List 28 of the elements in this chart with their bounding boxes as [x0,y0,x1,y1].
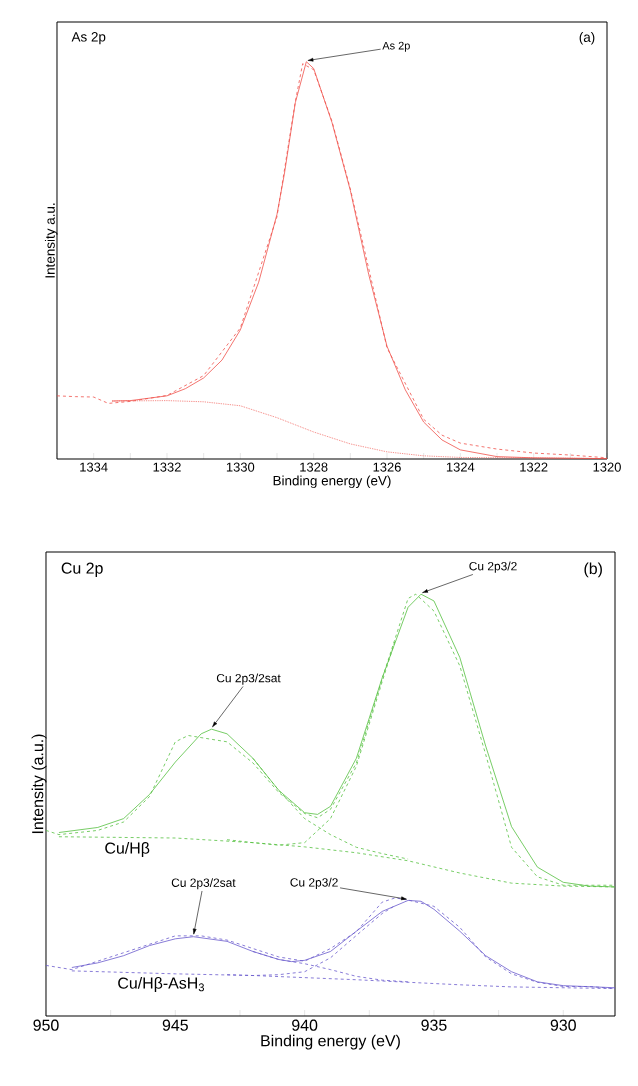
x-axis-title: Binding energy (eV) [261,1034,400,1050]
x-tick-label: 1324 [446,462,475,472]
annotation: As 2p [382,41,410,52]
x-tick-label: 945 [162,1019,188,1031]
y-axis-title: Intensity (a.u.) [31,734,47,834]
x-tick-label: 1330 [226,462,255,472]
x-tick-label: 1322 [520,462,548,472]
annotation: Cu 2p3/2 [469,561,517,573]
x-tick-label: 1328 [300,462,328,472]
x-tick-label: 940 [292,1019,318,1031]
y-axis-title: Intensity a.u. [44,203,58,278]
x-tick-label: 1320 [593,462,621,472]
text: As 2p [71,32,106,45]
x-tick-label: 935 [421,1019,447,1031]
text: (a) [579,32,595,45]
text: Cu 2p [61,562,103,577]
x-tick-label: 1326 [373,462,401,472]
x-axis-title: Binding energy (eV) [273,475,391,489]
annotation: Cu 2p3/2 [290,877,338,890]
series-label: Cu/Hβ [105,842,150,857]
text: (b) [584,562,602,578]
x-tick-label: 1332 [153,462,181,472]
annotation: Cu 2p3/2sat [216,673,281,685]
series-label: Cu/Hβ-AsH$_{3}$ [118,977,204,992]
x-tick-label: 1334 [80,462,108,472]
x-tick-label: 950 [33,1019,59,1031]
annotation: Cu 2p3/2sat [171,878,236,890]
x-tick-label: 930 [550,1019,576,1031]
